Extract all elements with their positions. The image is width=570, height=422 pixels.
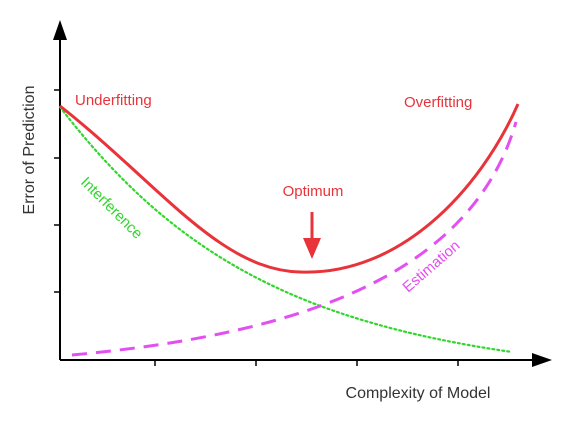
x-axis-label: Complexity of Model <box>346 385 491 402</box>
x-axis-ticks <box>154 360 459 366</box>
y-axis-label: Error of Prediction <box>21 86 38 215</box>
overfitting-label: Overfitting <box>404 94 472 111</box>
interference-label: Interference <box>77 174 146 243</box>
interference-curve <box>58 105 514 354</box>
optimum-label: Optimum <box>283 183 344 200</box>
underfitting-label: Underfitting <box>75 92 152 109</box>
y-axis-ticks <box>54 89 60 293</box>
x-axis-arrow <box>532 353 552 367</box>
optimum-arrow <box>303 212 321 259</box>
total-error-curve <box>59 103 520 274</box>
estimation-label: Estimation <box>399 237 463 296</box>
y-axis-arrow <box>53 20 67 40</box>
estimation-curve <box>71 121 518 357</box>
